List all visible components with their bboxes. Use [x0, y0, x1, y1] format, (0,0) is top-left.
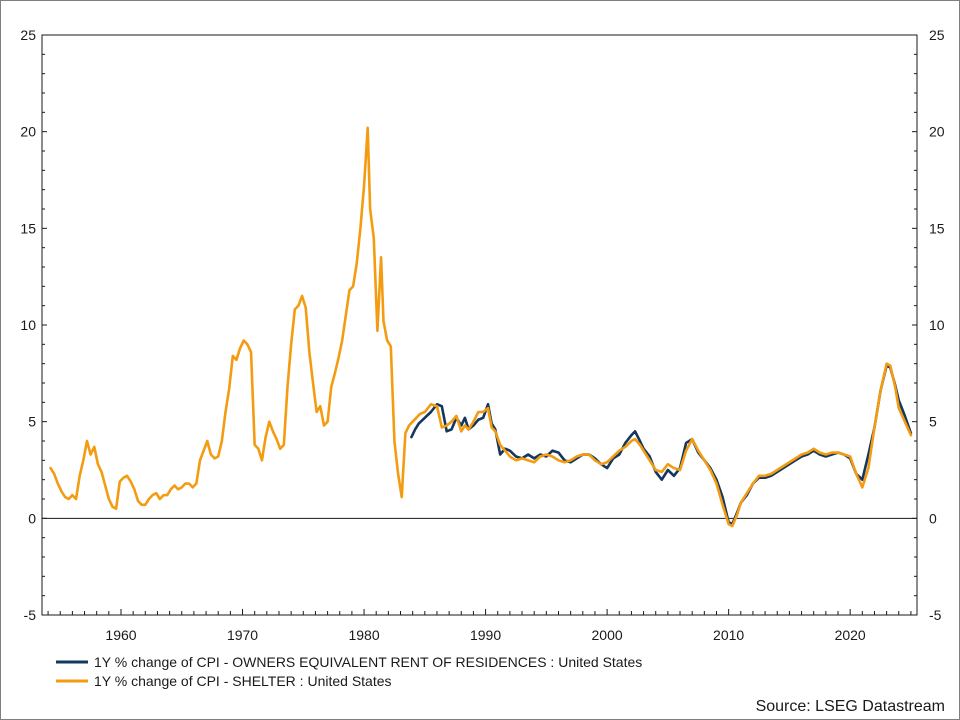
plot-border	[41, 34, 918, 616]
y-tick-label-left: 10	[20, 317, 36, 333]
y-tick-label-right: 15	[929, 220, 945, 236]
y-tick-label-right: 20	[929, 124, 945, 140]
x-tick-label: 2010	[713, 627, 744, 643]
x-tick-label: 1980	[348, 627, 379, 643]
y-tick-label-right: 5	[929, 414, 937, 430]
y-tick-label-left: 0	[28, 510, 36, 526]
plot-area	[41, 34, 918, 616]
legend-label-owners-equivalent-rent: 1Y % change of CPI - OWNERS EQUIVALENT R…	[94, 654, 642, 670]
x-tick-label: 2000	[592, 627, 623, 643]
x-tick-label: 2020	[835, 627, 866, 643]
series-lines	[49, 126, 913, 528]
y-tick-label-right: 25	[929, 27, 945, 43]
series-line-shelter	[49, 126, 913, 528]
y-tick-label-left: 25	[20, 27, 36, 43]
x-tick-label: 1990	[470, 627, 501, 643]
legend: 1Y % change of CPI - OWNERS EQUIVALENT R…	[56, 654, 642, 689]
y-tick-label-right: 10	[929, 317, 945, 333]
source-note: Source: LSEG Datastream	[756, 698, 945, 715]
series-line-owners-equivalent-rent	[410, 364, 913, 526]
x-tick-label: 1960	[105, 627, 136, 643]
x-tick-label: 1970	[227, 627, 258, 643]
y-tick-label-left: 15	[20, 220, 36, 236]
legend-label-shelter: 1Y % change of CPI - SHELTER : United St…	[94, 673, 392, 689]
y-tick-label-left: 5	[28, 414, 36, 430]
y-tick-label-left: 20	[20, 124, 36, 140]
y-tick-label-right: 0	[929, 510, 937, 526]
y-tick-label-right: -5	[929, 607, 942, 623]
y-tick-label-left: -5	[24, 607, 37, 623]
